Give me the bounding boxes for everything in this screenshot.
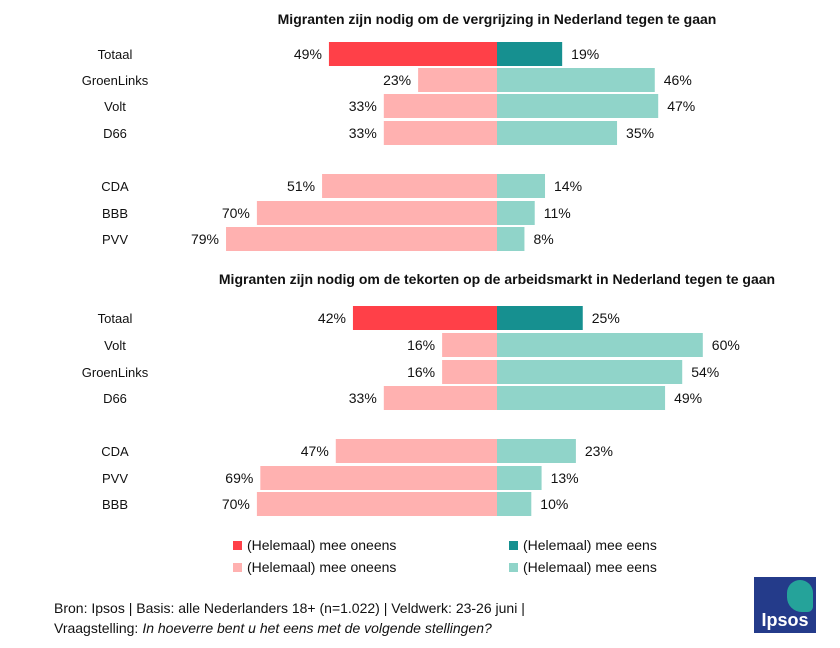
category-label: Totaal (98, 311, 133, 326)
legend-item-disagree-total: (Helemaal) mee oneens (233, 537, 396, 553)
bar-disagree (335, 439, 497, 463)
category-label: GroenLinks (82, 73, 149, 88)
data-label-disagree: 47% (301, 443, 329, 459)
bar-disagree (226, 227, 497, 251)
data-label-disagree: 51% (287, 178, 315, 194)
legend-label: (Helemaal) mee oneens (247, 559, 397, 575)
data-label-disagree: 33% (349, 390, 377, 406)
category-label: CDA (101, 444, 129, 459)
data-label-disagree: 49% (294, 46, 322, 62)
category-label: Volt (104, 99, 126, 114)
bar-disagree (256, 492, 497, 516)
bar-agree (497, 201, 535, 225)
category-label: CDA (101, 179, 129, 194)
data-label-agree: 46% (664, 72, 692, 88)
ipsos-logo: Ipsos (754, 577, 816, 633)
legend-label: (Helemaal) mee oneens (247, 537, 397, 553)
bar-agree (497, 42, 563, 66)
data-label-disagree: 16% (407, 337, 435, 353)
data-label-agree: 19% (571, 46, 599, 62)
data-label-disagree: 79% (191, 231, 219, 247)
data-label-disagree: 33% (349, 98, 377, 114)
legend-swatch (509, 540, 518, 550)
source-note: Bron: Ipsos | Basis: alle Nederlanders 1… (54, 598, 525, 638)
legend-swatch (509, 562, 518, 572)
diverging-bar-chart: Migranten zijn nodig om de vergrijzing i… (82, 11, 775, 516)
bar-agree (497, 174, 546, 198)
bar-agree (497, 386, 666, 410)
data-label-agree: 8% (533, 231, 553, 247)
bar-disagree (256, 201, 497, 225)
bar-disagree (260, 466, 497, 490)
legend-item-disagree: (Helemaal) mee oneens (233, 559, 396, 575)
bar-agree (497, 306, 583, 330)
data-label-agree: 49% (674, 390, 702, 406)
legend-swatch (233, 540, 242, 550)
category-label: D66 (103, 391, 127, 406)
data-label-disagree: 33% (349, 125, 377, 141)
logo-swirl (787, 580, 813, 612)
bar-disagree (383, 94, 497, 118)
data-label-agree: 13% (551, 470, 579, 486)
bar-disagree (383, 121, 497, 145)
category-label: D66 (103, 126, 127, 141)
legend-item-agree: (Helemaal) mee eens (509, 559, 657, 575)
category-label: Volt (104, 338, 126, 353)
bar-agree (497, 227, 525, 251)
category-label: PVV (102, 471, 128, 486)
data-label-disagree: 42% (318, 310, 346, 326)
data-label-agree: 35% (626, 125, 654, 141)
bar-disagree (418, 68, 497, 92)
bar-agree (497, 68, 655, 92)
logo-text: Ipsos (761, 610, 809, 630)
data-label-agree: 11% (544, 205, 571, 221)
bar-disagree (442, 333, 497, 357)
category-label: BBB (102, 206, 128, 221)
data-label-disagree: 23% (383, 72, 411, 88)
data-label-disagree: 70% (222, 205, 250, 221)
source-text: Bron: Ipsos | Basis: alle Nederlanders 1… (54, 600, 525, 616)
bar-agree (497, 333, 703, 357)
bar-agree (497, 439, 576, 463)
bar-agree (497, 121, 618, 145)
legend-label: (Helemaal) mee eens (523, 537, 657, 553)
question-label: Vraagstelling: (54, 620, 139, 636)
category-label: GroenLinks (82, 365, 149, 380)
data-label-agree: 14% (554, 178, 582, 194)
data-label-agree: 25% (592, 310, 620, 326)
chart-title: Migranten zijn nodig om de vergrijzing i… (278, 11, 717, 27)
bar-disagree (328, 42, 497, 66)
bar-disagree (352, 306, 497, 330)
data-label-disagree: 16% (407, 364, 435, 380)
data-label-disagree: 70% (222, 496, 250, 512)
legend-item-agree-total: (Helemaal) mee eens (509, 537, 657, 553)
data-label-agree: 54% (691, 364, 719, 380)
legend-swatch (233, 562, 242, 572)
data-label-agree: 23% (585, 443, 613, 459)
legend-label: (Helemaal) mee eens (523, 559, 657, 575)
question-text: In hoeverre bent u het eens met de volge… (142, 620, 492, 636)
chart-title: Migranten zijn nodig om de tekorten op d… (219, 271, 775, 287)
category-label: BBB (102, 497, 128, 512)
bar-agree (497, 94, 659, 118)
data-label-agree: 10% (540, 496, 568, 512)
data-label-agree: 60% (712, 337, 740, 353)
bar-disagree (442, 360, 497, 384)
data-label-agree: 47% (667, 98, 695, 114)
data-label-disagree: 69% (225, 470, 253, 486)
bar-agree (497, 492, 532, 516)
category-label: PVV (102, 232, 128, 247)
category-label: Totaal (98, 47, 133, 62)
bar-disagree (383, 386, 497, 410)
bar-disagree (322, 174, 497, 198)
bar-agree (497, 360, 683, 384)
bar-agree (497, 466, 542, 490)
